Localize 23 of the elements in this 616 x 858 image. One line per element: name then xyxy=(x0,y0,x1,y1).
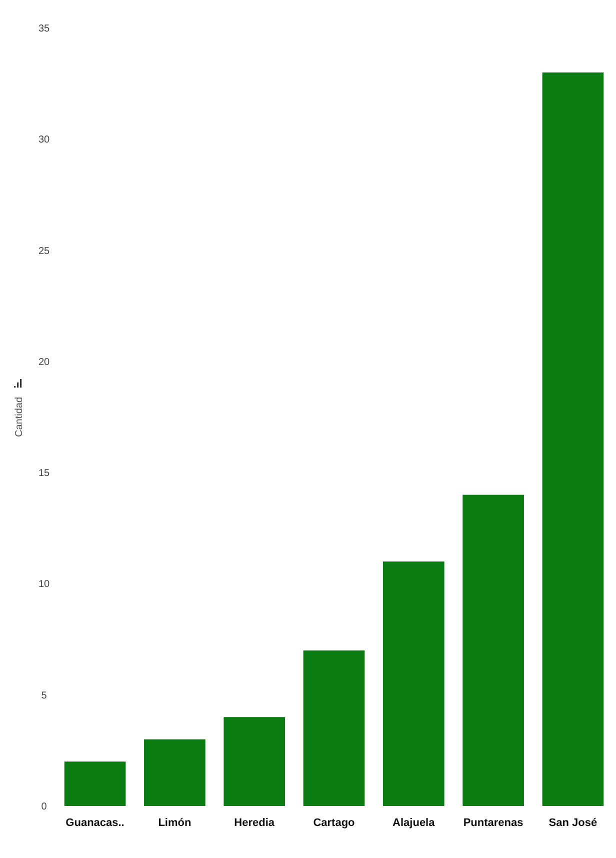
x-tick-label: Guanacas.. xyxy=(66,817,124,829)
x-tick-label: Heredia xyxy=(234,817,276,829)
x-tick-label: Alajuela xyxy=(392,817,436,829)
bar xyxy=(64,762,126,806)
y-tick-label: 25 xyxy=(38,246,50,257)
x-tick-label: Limón xyxy=(158,817,192,829)
y-tick-label: 0 xyxy=(41,802,48,812)
bar xyxy=(542,72,604,806)
bar xyxy=(382,561,444,806)
y-tick-label: 5 xyxy=(41,690,48,702)
bar xyxy=(224,717,286,806)
y-tick-label: 35 xyxy=(38,24,50,34)
y-tick-label: 20 xyxy=(38,356,50,368)
bar xyxy=(303,650,365,806)
bar xyxy=(462,494,524,806)
y-tick-label: 15 xyxy=(38,468,50,480)
x-tick-label: Puntarenas xyxy=(463,817,524,829)
y-tick-label: 10 xyxy=(38,579,50,590)
y-axis-title: Cantidad xyxy=(14,396,25,438)
y-tick-label: 30 xyxy=(38,134,50,146)
x-tick-label: San José xyxy=(548,817,598,829)
bar xyxy=(144,739,206,806)
x-tick-label: Cartago xyxy=(313,817,356,829)
